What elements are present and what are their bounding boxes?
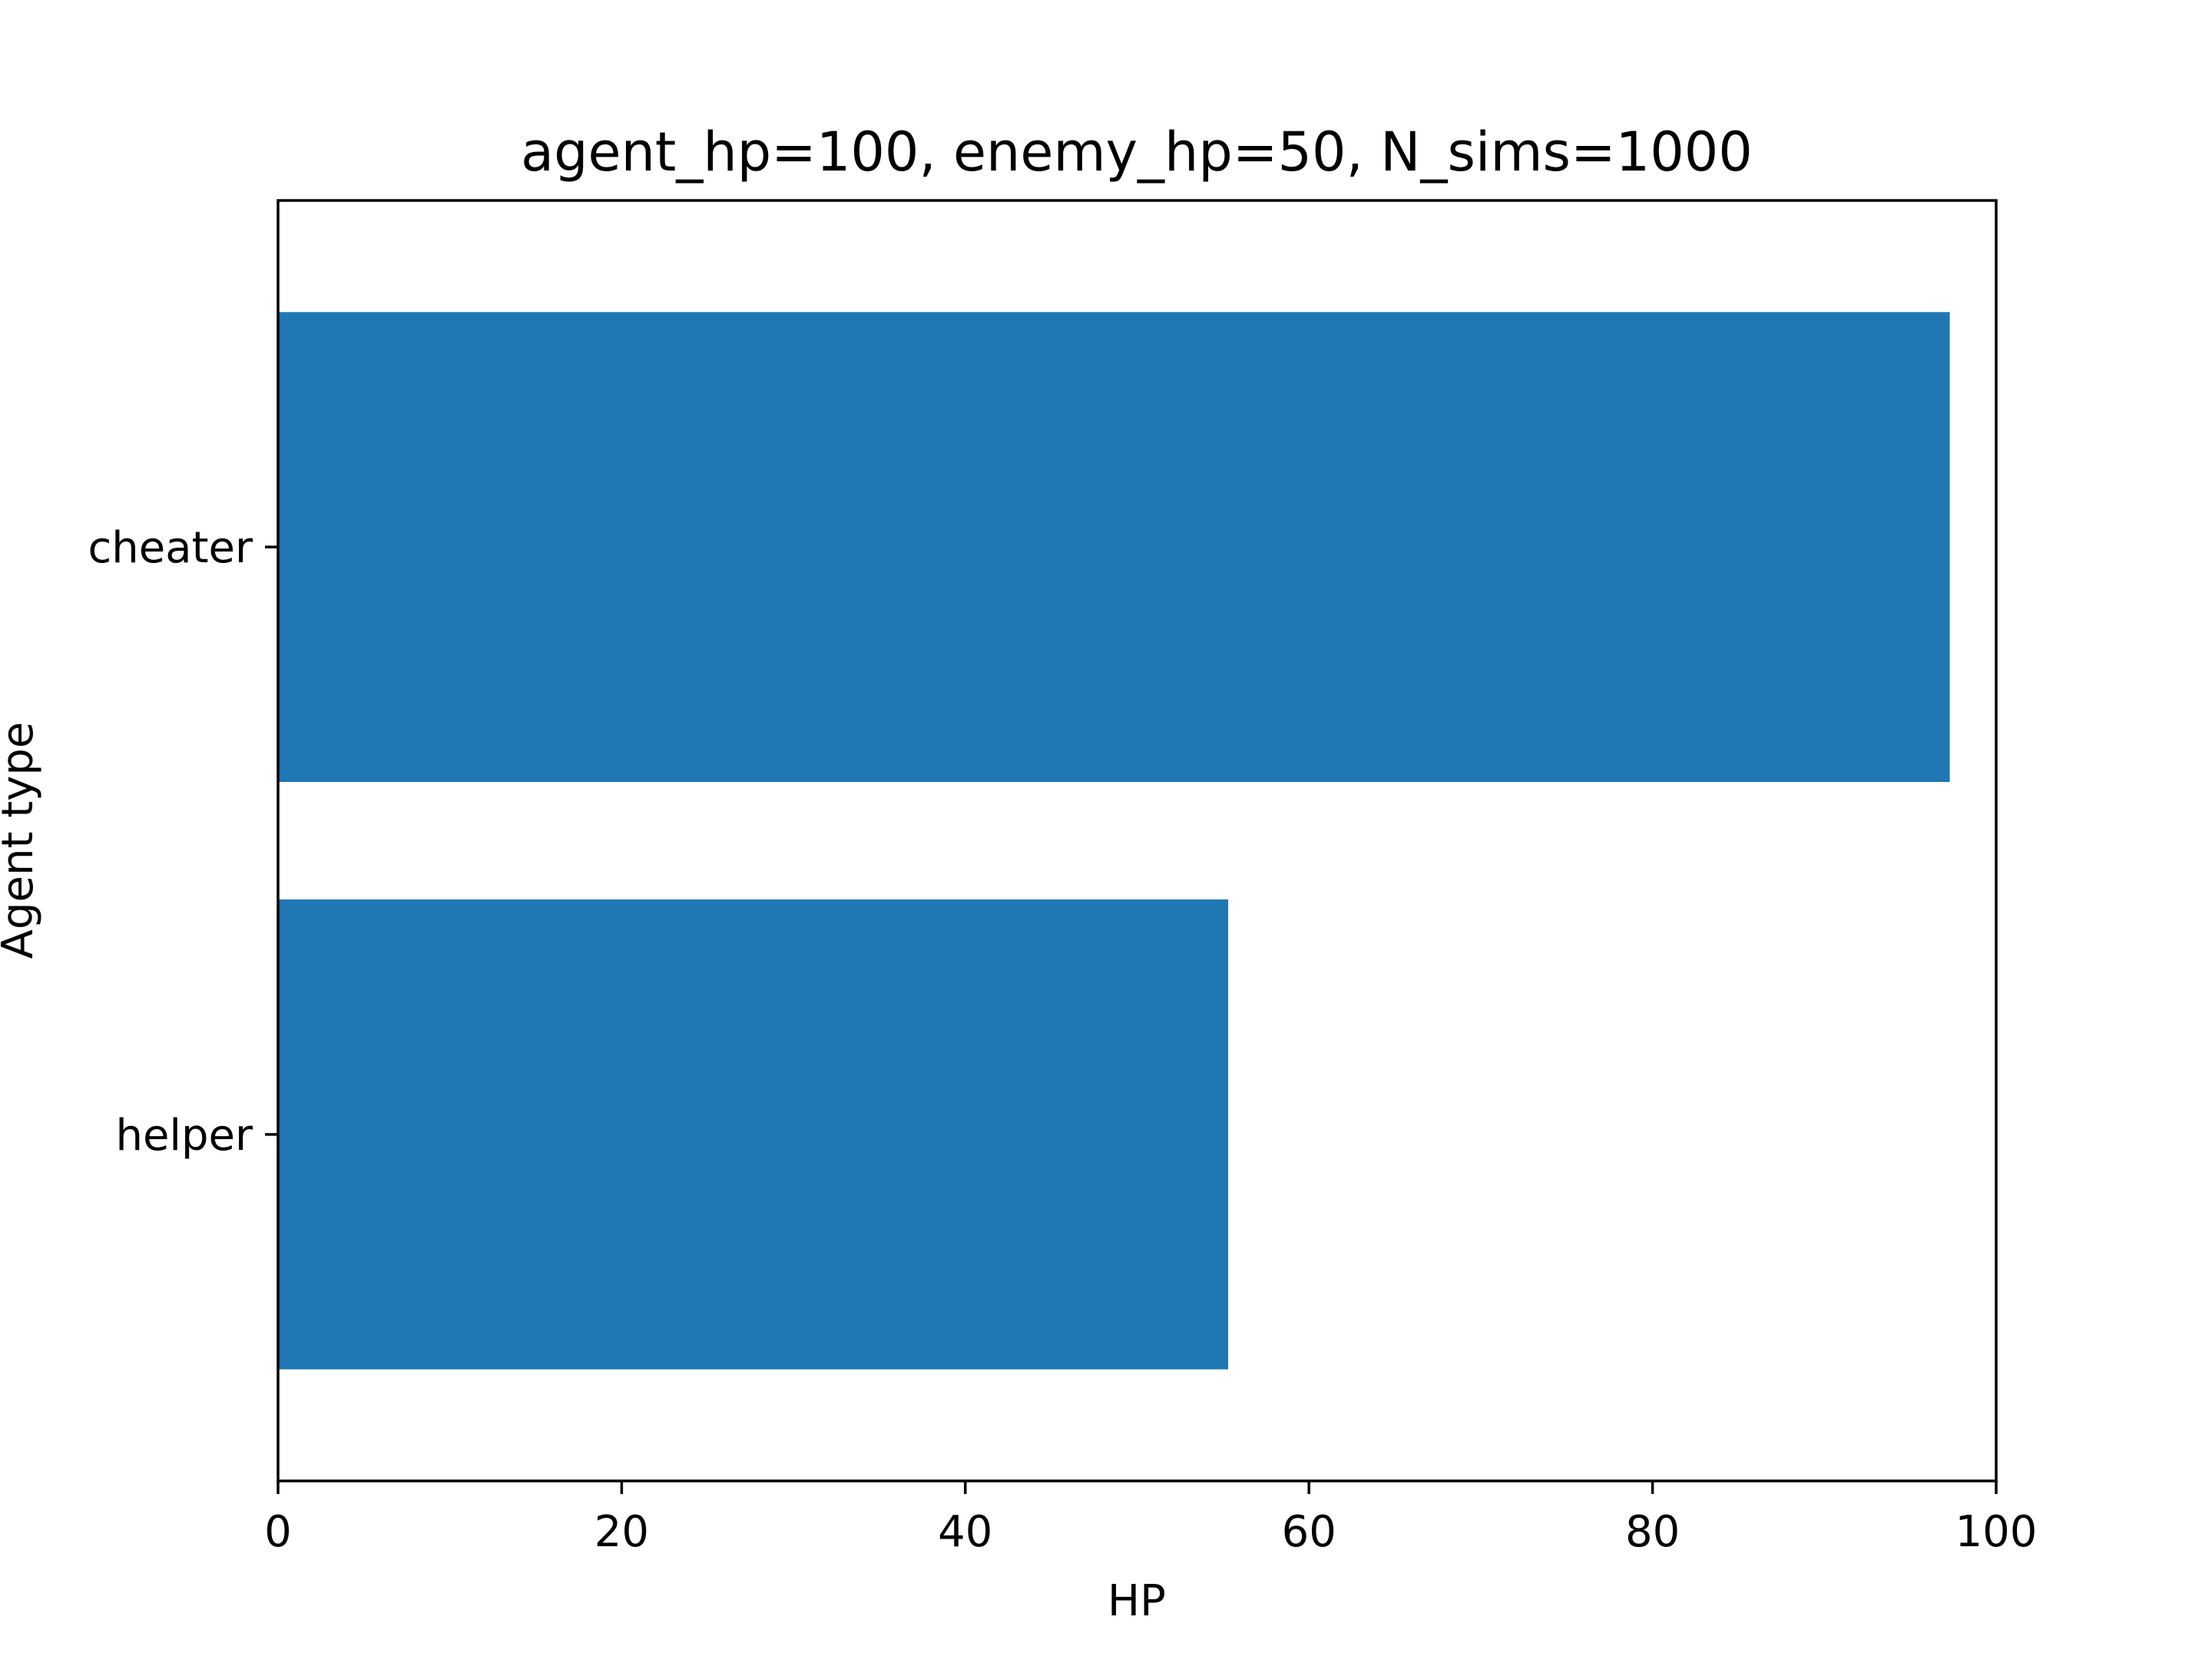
y-axis-ticks: cheater helper [88,523,278,1161]
x-tick-label: 20 [594,1507,649,1557]
x-tick-label: 80 [1625,1507,1680,1557]
y-axis-label: Agent type [0,722,43,959]
y-tick-label: cheater [88,523,253,573]
bars-layer [278,312,1950,1370]
x-axis-ticks: 0 20 40 60 80 100 [264,1481,2037,1557]
x-tick-label: 60 [1282,1507,1336,1557]
x-axis-label: HP [1108,1576,1166,1626]
x-tick-label: 100 [1955,1507,2038,1557]
plot-frame [276,199,1998,1482]
x-tick-label: 0 [264,1507,292,1557]
chart-title: agent_hp=100, enemy_hp=50, N_sims=1000 [521,121,1753,184]
bar-helper [278,899,1229,1370]
bar-cheater [278,312,1950,783]
x-tick-label: 40 [938,1507,992,1557]
y-tick-label: helper [115,1111,253,1161]
